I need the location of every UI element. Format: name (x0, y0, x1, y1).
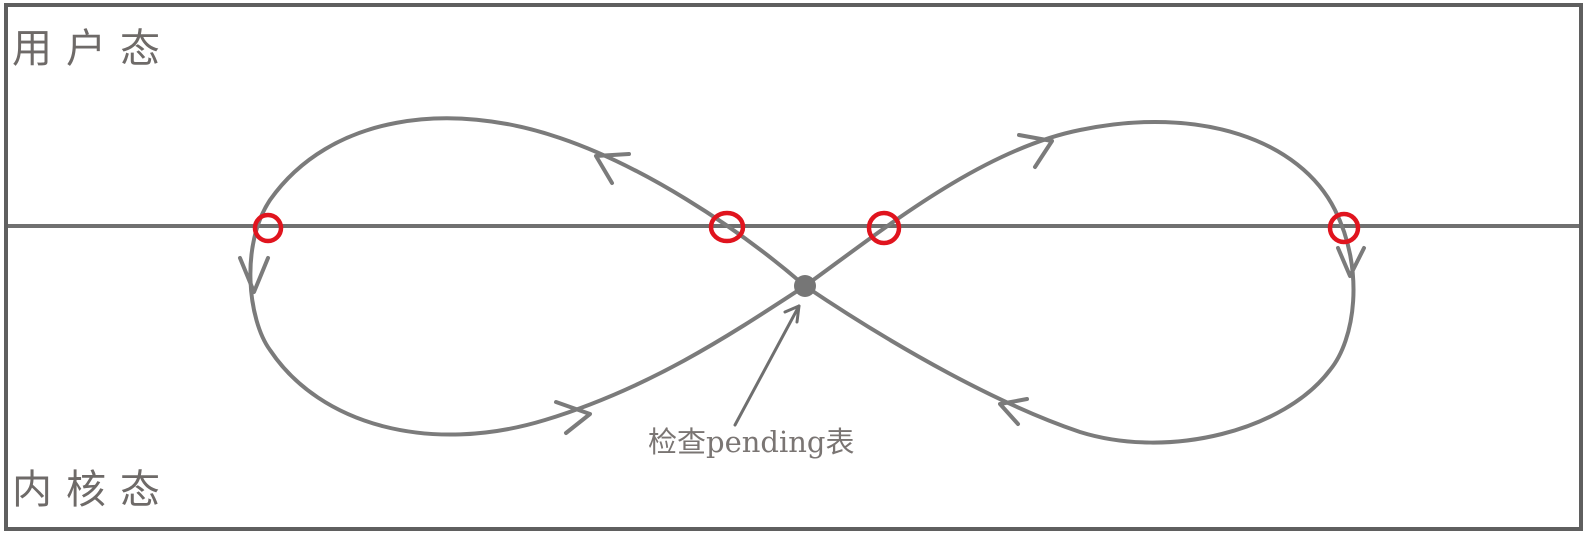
arrow-head-lower-left (554, 400, 592, 435)
pending-check-point (794, 275, 816, 297)
user-mode-label: 用户态 (12, 26, 174, 72)
annotation-pointer-head (783, 304, 801, 324)
diagram-frame (4, 3, 1583, 531)
arrow-head-upper-right (1017, 133, 1054, 169)
boundary-marker-3 (866, 210, 902, 246)
boundary-marker-2 (708, 210, 746, 244)
arrow-head-right-down (1336, 246, 1366, 278)
boundary-marker-1 (252, 212, 284, 244)
arrow-head-lower-right (998, 397, 1029, 426)
pending-check-annotation: 检查pending表 (648, 425, 854, 459)
arrow-head-left-down (238, 256, 270, 294)
arrow-head-upper-left (594, 152, 631, 185)
boundary-marker-4 (1327, 211, 1361, 245)
annotation-pointer-line (733, 304, 801, 427)
kernel-mode-label: 内核态 (12, 467, 174, 513)
